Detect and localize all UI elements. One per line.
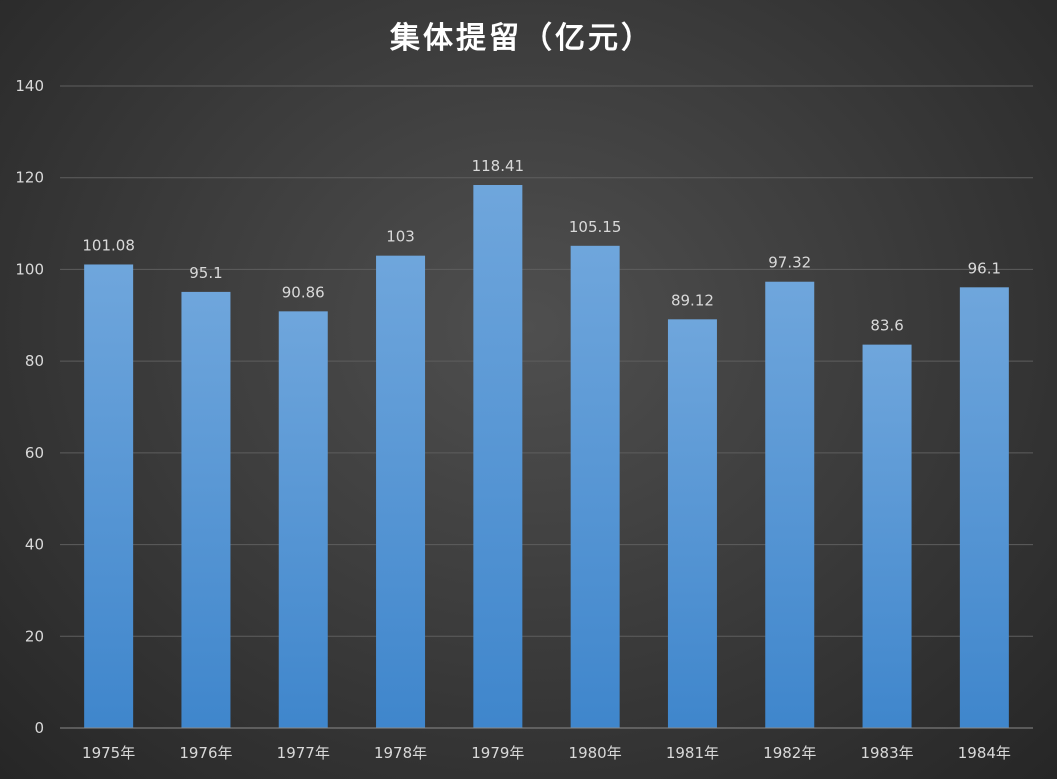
y-tick-label: 20	[25, 627, 44, 645]
y-tick-label: 120	[15, 169, 44, 187]
data-label: 83.6	[870, 317, 903, 335]
x-tick-label: 1978年	[374, 744, 427, 762]
data-label: 105.15	[569, 218, 622, 236]
bar	[84, 264, 134, 728]
y-axis-tick-labels: 0 20 40 60 80 100 120 140	[15, 77, 44, 737]
data-labels: 101.08 95.1 90.86 103 118.41 105.15 89.12 97.32…	[82, 157, 1001, 335]
data-label: 101.08	[82, 236, 135, 254]
x-tick-label: 1976年	[179, 744, 232, 762]
bar	[765, 281, 815, 728]
x-tick-label: 1977年	[277, 744, 330, 762]
y-tick-label: 60	[25, 444, 44, 462]
x-tick-label: 1980年	[569, 744, 622, 762]
data-label: 89.12	[671, 291, 714, 309]
bar	[473, 185, 523, 729]
x-tick-label: 1975年	[82, 744, 135, 762]
x-tick-label: 1984年	[958, 744, 1011, 762]
data-label: 103	[386, 228, 415, 246]
bar	[278, 311, 328, 728]
bar	[959, 287, 1009, 728]
bar	[667, 319, 717, 728]
data-label: 96.1	[968, 259, 1001, 277]
y-tick-label: 80	[25, 352, 44, 370]
bar	[181, 291, 231, 728]
x-axis-tick-labels: 1975年 1976年 1977年 1978年 1979年 1980年 1981年 1982年…	[82, 744, 1011, 762]
data-label: 118.41	[472, 157, 525, 175]
bar	[570, 245, 620, 729]
y-tick-label: 0	[34, 719, 44, 737]
y-tick-label: 100	[15, 260, 44, 278]
x-tick-label: 1979年	[471, 744, 524, 762]
y-tick-label: 40	[25, 536, 44, 554]
data-label: 97.32	[768, 254, 811, 272]
data-label: 95.1	[189, 264, 222, 282]
x-tick-label: 1983年	[860, 744, 913, 762]
x-tick-label: 1981年	[666, 744, 719, 762]
bar	[862, 344, 912, 728]
bars	[84, 185, 1009, 729]
x-tick-label: 1982年	[763, 744, 816, 762]
data-label: 90.86	[282, 283, 325, 301]
bar	[376, 255, 426, 728]
y-tick-label: 140	[15, 77, 44, 95]
chart-title: 集体提留（亿元）	[389, 21, 654, 56]
